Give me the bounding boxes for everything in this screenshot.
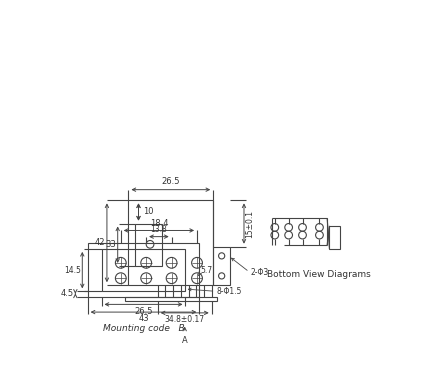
Bar: [88, 243, 199, 297]
Text: 42: 42: [95, 238, 105, 247]
Text: 5.7: 5.7: [200, 266, 212, 275]
Bar: [128, 200, 213, 285]
Bar: [213, 247, 230, 285]
Text: 15±0.1: 15±0.1: [246, 209, 254, 238]
Text: 14.5: 14.5: [64, 265, 81, 275]
Text: 18.4: 18.4: [150, 219, 168, 228]
Bar: [329, 226, 340, 249]
Text: 33: 33: [105, 240, 116, 249]
Text: 34.8±0.17: 34.8±0.17: [164, 315, 205, 324]
Text: A: A: [182, 336, 187, 345]
Bar: [135, 224, 161, 266]
Text: 4.5: 4.5: [61, 289, 74, 298]
Text: Mounting code   B: Mounting code B: [103, 324, 184, 334]
Bar: [102, 249, 185, 291]
Text: 8-Φ1.5: 8-Φ1.5: [216, 287, 242, 296]
Text: 26.5: 26.5: [161, 177, 180, 186]
Text: 26.5: 26.5: [134, 307, 153, 316]
Text: 13.8: 13.8: [151, 225, 167, 234]
Text: 2-Φ3: 2-Φ3: [250, 267, 268, 277]
Text: Bottom View Diagrams: Bottom View Diagrams: [267, 270, 371, 279]
Bar: [125, 297, 217, 301]
Text: 10: 10: [143, 207, 154, 216]
Text: 43: 43: [138, 314, 149, 324]
